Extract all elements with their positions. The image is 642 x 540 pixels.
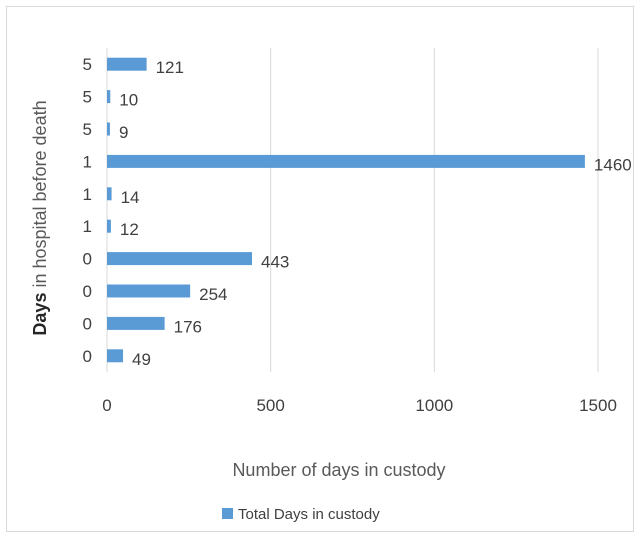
x-tick-label: 500 [256, 396, 284, 415]
data-label: 49 [132, 350, 151, 369]
x-axis-title: Number of days in custody [232, 460, 445, 480]
data-label: 176 [174, 317, 202, 336]
bar [107, 285, 190, 298]
y-tick-label: 5 [83, 120, 92, 139]
y-tick-label: 5 [83, 55, 92, 74]
bar [107, 123, 110, 136]
y-axis-title: Days in hospital before death [30, 100, 50, 335]
y-tick-labels: 5 5 5 1 1 1 0 0 0 0 [83, 55, 92, 366]
data-label: 121 [156, 58, 184, 77]
data-labels: 121 10 9 1460 14 12 443 254 176 49 [119, 58, 632, 369]
data-label: 10 [119, 91, 138, 110]
data-label: 12 [120, 220, 139, 239]
y-tick-label: 1 [83, 217, 92, 236]
y-tick-label: 0 [83, 282, 92, 301]
legend: Total Days in custody [222, 506, 380, 523]
bar [107, 220, 111, 233]
y-axis-title-rest: in hospital before death [30, 100, 50, 292]
bar [107, 90, 110, 103]
y-tick-label: 1 [83, 152, 92, 171]
legend-label: Total Days in custody [238, 506, 380, 523]
y-tick-label: 0 [83, 250, 92, 269]
bar [107, 187, 112, 200]
legend-swatch [222, 508, 233, 519]
y-tick-label: 0 [83, 314, 92, 333]
data-label: 1460 [594, 155, 632, 174]
bar [107, 349, 123, 362]
data-label: 14 [121, 188, 140, 207]
x-tick-label: 1000 [415, 396, 453, 415]
y-tick-label: 5 [83, 88, 92, 107]
x-tick-label: 0 [102, 396, 111, 415]
bar [107, 252, 252, 265]
bar [107, 58, 147, 71]
y-axis-title-bold: Days [30, 293, 50, 336]
y-tick-label: 0 [83, 347, 92, 366]
data-label: 9 [119, 123, 128, 142]
data-label: 254 [199, 285, 227, 304]
bar [107, 155, 585, 168]
data-label: 443 [261, 253, 289, 272]
bar [107, 317, 165, 330]
x-tick-labels: 0 500 1000 1500 [102, 396, 617, 415]
x-tick-label: 1500 [579, 396, 617, 415]
y-tick-label: 1 [83, 185, 92, 204]
